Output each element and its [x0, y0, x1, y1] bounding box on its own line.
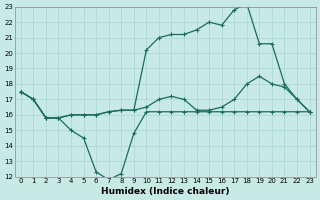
X-axis label: Humidex (Indice chaleur): Humidex (Indice chaleur)	[101, 187, 229, 196]
